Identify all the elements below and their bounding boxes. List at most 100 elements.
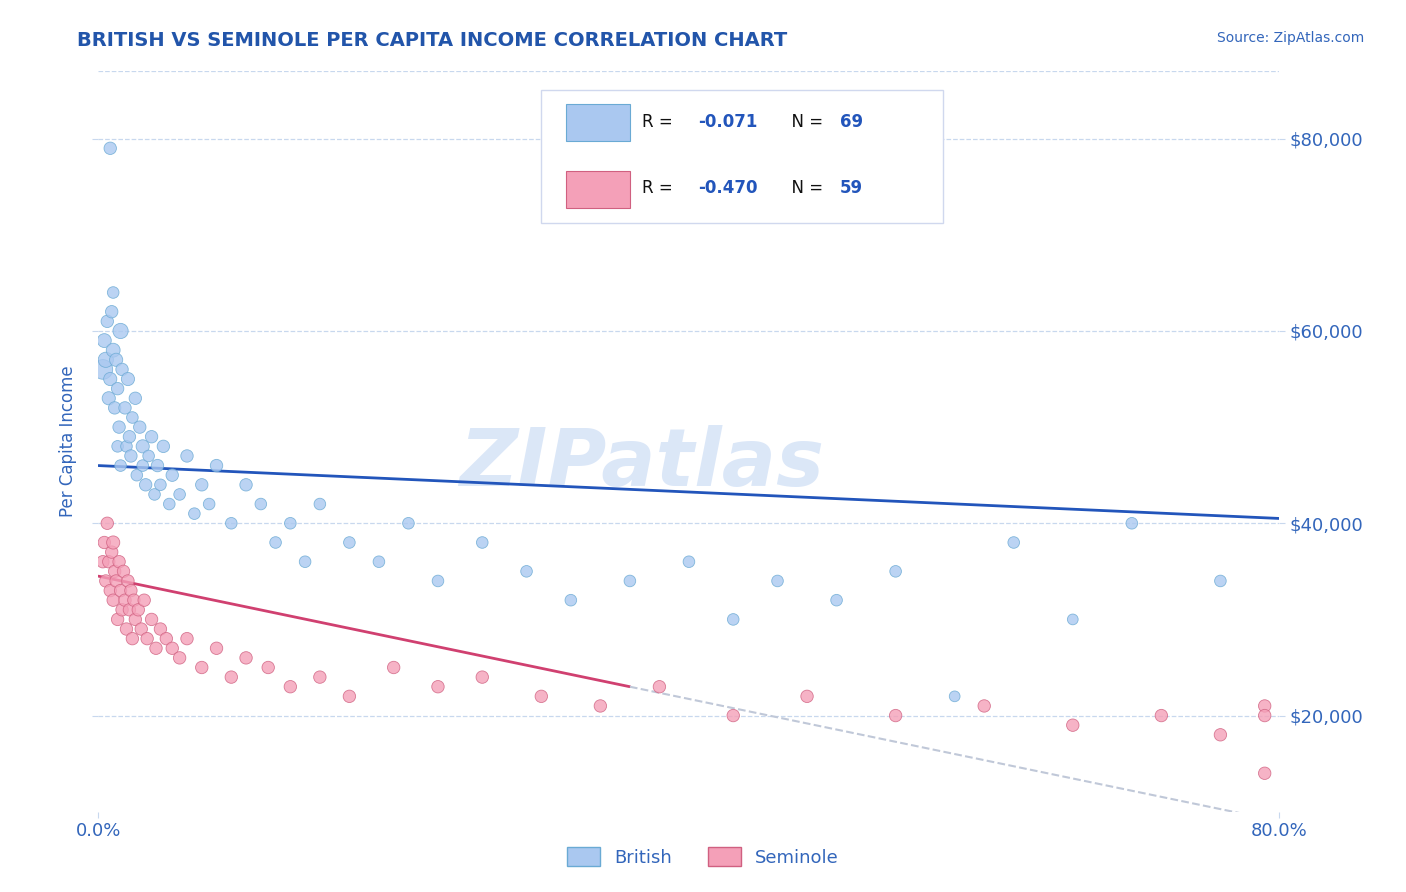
Point xyxy=(471,670,494,684)
Text: N =: N = xyxy=(782,112,828,131)
Point xyxy=(107,439,129,453)
Point xyxy=(648,680,671,694)
Point xyxy=(427,680,450,694)
Point xyxy=(943,690,966,704)
Text: -0.071: -0.071 xyxy=(699,112,758,131)
Point xyxy=(111,362,134,376)
Point xyxy=(1062,718,1084,732)
Point xyxy=(149,622,172,636)
Text: BRITISH VS SEMINOLE PER CAPITA INCOME CORRELATION CHART: BRITISH VS SEMINOLE PER CAPITA INCOME CO… xyxy=(77,31,787,50)
Point xyxy=(122,593,145,607)
Point xyxy=(176,632,198,646)
Point xyxy=(1150,708,1173,723)
Point xyxy=(191,660,214,674)
FancyBboxPatch shape xyxy=(567,104,630,141)
Point xyxy=(114,401,136,415)
Point xyxy=(169,487,191,501)
Point xyxy=(97,555,120,569)
Text: R =: R = xyxy=(641,112,678,131)
Point xyxy=(135,478,157,492)
Point xyxy=(105,352,128,367)
Point xyxy=(98,583,121,598)
Point xyxy=(94,574,117,588)
Point xyxy=(250,497,273,511)
Point xyxy=(1209,574,1232,588)
Point xyxy=(132,439,155,453)
Point xyxy=(157,497,180,511)
Point xyxy=(589,698,612,713)
Point xyxy=(530,690,553,704)
Point xyxy=(235,478,257,492)
Point xyxy=(98,141,121,155)
Text: N =: N = xyxy=(782,179,828,197)
Point xyxy=(1121,516,1143,531)
Point xyxy=(141,612,163,626)
Point xyxy=(1254,708,1277,723)
Point xyxy=(134,593,156,607)
Point xyxy=(141,430,163,444)
Point xyxy=(129,622,152,636)
Point xyxy=(723,708,745,723)
Point xyxy=(294,555,316,569)
Point xyxy=(884,708,907,723)
Point xyxy=(96,314,118,328)
Point xyxy=(149,478,172,492)
Point xyxy=(103,285,125,300)
Point xyxy=(94,352,117,367)
Point xyxy=(98,372,121,386)
Point xyxy=(191,478,214,492)
Point xyxy=(221,670,243,684)
Point xyxy=(100,304,122,318)
Point xyxy=(398,516,420,531)
Point xyxy=(368,555,391,569)
Point xyxy=(104,401,127,415)
FancyBboxPatch shape xyxy=(541,90,943,223)
Point xyxy=(169,651,191,665)
Point xyxy=(1062,612,1084,626)
FancyBboxPatch shape xyxy=(567,170,630,208)
Text: Source: ZipAtlas.com: Source: ZipAtlas.com xyxy=(1216,31,1364,45)
Point xyxy=(110,458,132,473)
Point xyxy=(103,343,125,358)
Point xyxy=(128,420,150,434)
Point xyxy=(1254,766,1277,780)
Point xyxy=(221,516,243,531)
Point xyxy=(145,641,167,656)
Point xyxy=(516,565,538,579)
Point xyxy=(112,565,135,579)
Point xyxy=(115,622,138,636)
Text: 59: 59 xyxy=(841,179,863,197)
Point xyxy=(619,574,641,588)
Point xyxy=(339,535,361,549)
Point xyxy=(825,593,848,607)
Point xyxy=(309,670,332,684)
Point xyxy=(104,565,127,579)
Point xyxy=(136,632,159,646)
Point xyxy=(132,458,155,473)
Point xyxy=(120,583,142,598)
Point xyxy=(96,516,118,531)
Point xyxy=(121,410,143,425)
Point xyxy=(118,603,141,617)
Point xyxy=(108,420,131,434)
Point xyxy=(766,574,789,588)
Point xyxy=(97,391,120,405)
Point xyxy=(108,555,131,569)
Text: 69: 69 xyxy=(841,112,863,131)
Point xyxy=(103,535,125,549)
Point xyxy=(138,449,160,463)
Point xyxy=(118,430,141,444)
Point xyxy=(205,458,228,473)
Point xyxy=(93,334,115,348)
Point xyxy=(796,690,818,704)
Point xyxy=(205,641,228,656)
Point xyxy=(1209,728,1232,742)
Point xyxy=(382,660,405,674)
Point xyxy=(105,574,128,588)
Point xyxy=(91,362,114,376)
Y-axis label: Per Capita Income: Per Capita Income xyxy=(59,366,77,517)
Point xyxy=(235,651,257,665)
Point xyxy=(121,632,143,646)
Point xyxy=(107,382,129,396)
Point xyxy=(560,593,582,607)
